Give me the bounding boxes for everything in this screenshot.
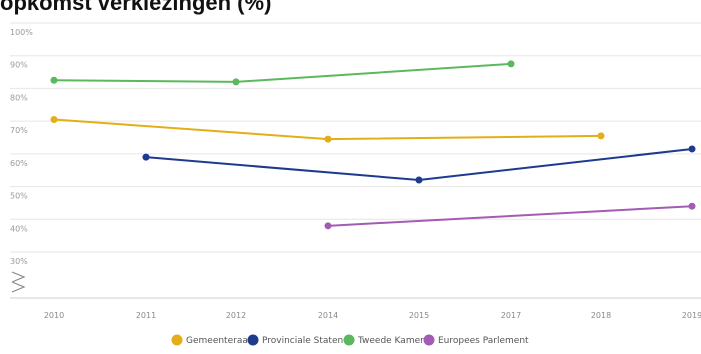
series-line-2: [53, 62, 512, 83]
series-line-3: [327, 205, 693, 227]
data-point: [50, 116, 58, 124]
data-point: [50, 76, 58, 84]
legend-item-label: Tweede Kamer: [357, 336, 424, 346]
x-tick-label: 2017: [501, 311, 521, 320]
data-point: [232, 78, 240, 86]
legend-item-label: Provinciale Staten: [262, 336, 343, 346]
x-tick-label: 2018: [591, 311, 611, 320]
data-point: [688, 202, 696, 210]
y-tick-label: 50%: [10, 192, 28, 201]
legend-item-label: Europees Parlement: [438, 336, 529, 346]
data-point: [142, 153, 150, 161]
x-tick-label: 2011: [136, 311, 156, 320]
data-point: [415, 176, 423, 184]
y-tick-label: 80%: [10, 93, 28, 102]
chart-title: opkomst verkiezingen (%): [0, 0, 272, 15]
y-tick-label: 90%: [10, 61, 28, 70]
x-tick-label: 2019: [682, 311, 701, 320]
legend-item-label: Gemeenteraad: [186, 336, 254, 346]
y-tick-label: 100%: [10, 28, 33, 37]
axis-break-icon: [11, 271, 26, 293]
legend-marker: [423, 334, 435, 346]
y-tick-label: 40%: [10, 224, 28, 233]
data-point: [324, 135, 332, 143]
x-tick-label: 2010: [44, 311, 64, 320]
data-point: [324, 222, 332, 230]
y-tick-label: 30%: [10, 257, 28, 266]
legend-marker: [247, 334, 259, 346]
data-point: [597, 132, 605, 140]
x-tick-label: 2015: [409, 311, 429, 320]
x-tick-label: 2014: [318, 311, 338, 320]
legend-marker: [343, 334, 355, 346]
data-point: [688, 145, 696, 153]
x-tick-label: 2012: [226, 311, 246, 320]
y-tick-label: 70%: [10, 126, 28, 135]
y-tick-label: 60%: [10, 159, 28, 168]
data-point: [507, 60, 515, 68]
legend-marker: [171, 334, 183, 346]
